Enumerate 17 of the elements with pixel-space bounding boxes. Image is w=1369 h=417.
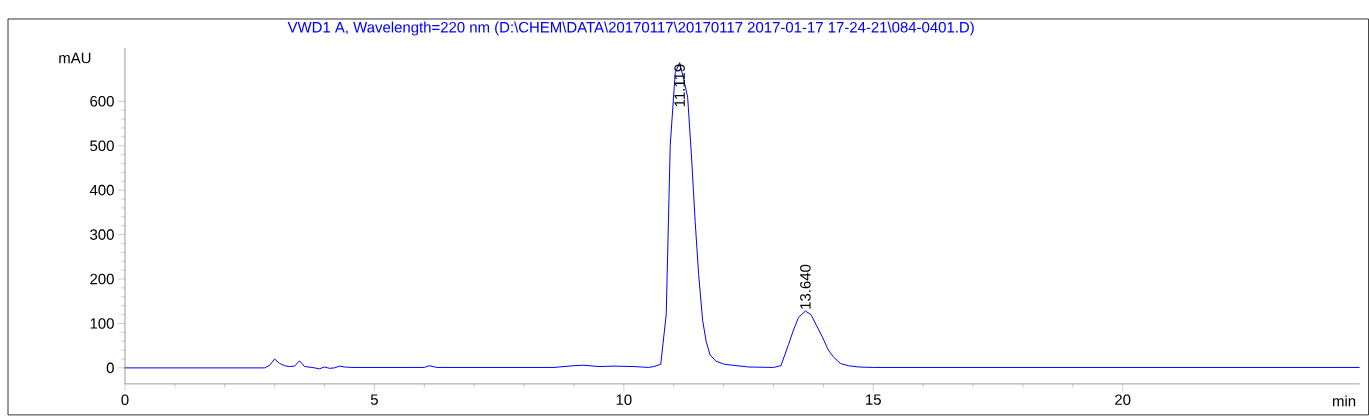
x-axis-title: min (1333, 395, 1356, 407)
y-tick-label: 200 (90, 273, 114, 285)
x-tick-label: 5 (370, 394, 378, 405)
annotation: 13.640 (800, 264, 811, 309)
y-tick-label: 100 (90, 318, 114, 329)
y-tick-label: 300 (90, 229, 114, 240)
x-tick-label: 15 (866, 394, 881, 405)
chart-title: VWD1 A, Wavelength=220 nm (D:\CHEM\DATA\20170117\20170117 2017-01-17 17-24-21\084-0401.D) (287, 21, 974, 36)
x-tick-label: 10 (616, 394, 632, 406)
y-tick-label: 400 (89, 184, 114, 196)
y-tick-label: 500 (90, 140, 114, 152)
y-axis-title: mAU (59, 52, 91, 64)
annotation: 11.119 (674, 64, 685, 107)
x-tick-label: 0 (121, 394, 129, 406)
y-tick-label: 0 (106, 362, 114, 374)
y-tick-label: 600 (90, 96, 114, 107)
x-tick-label: 20 (1115, 394, 1131, 406)
